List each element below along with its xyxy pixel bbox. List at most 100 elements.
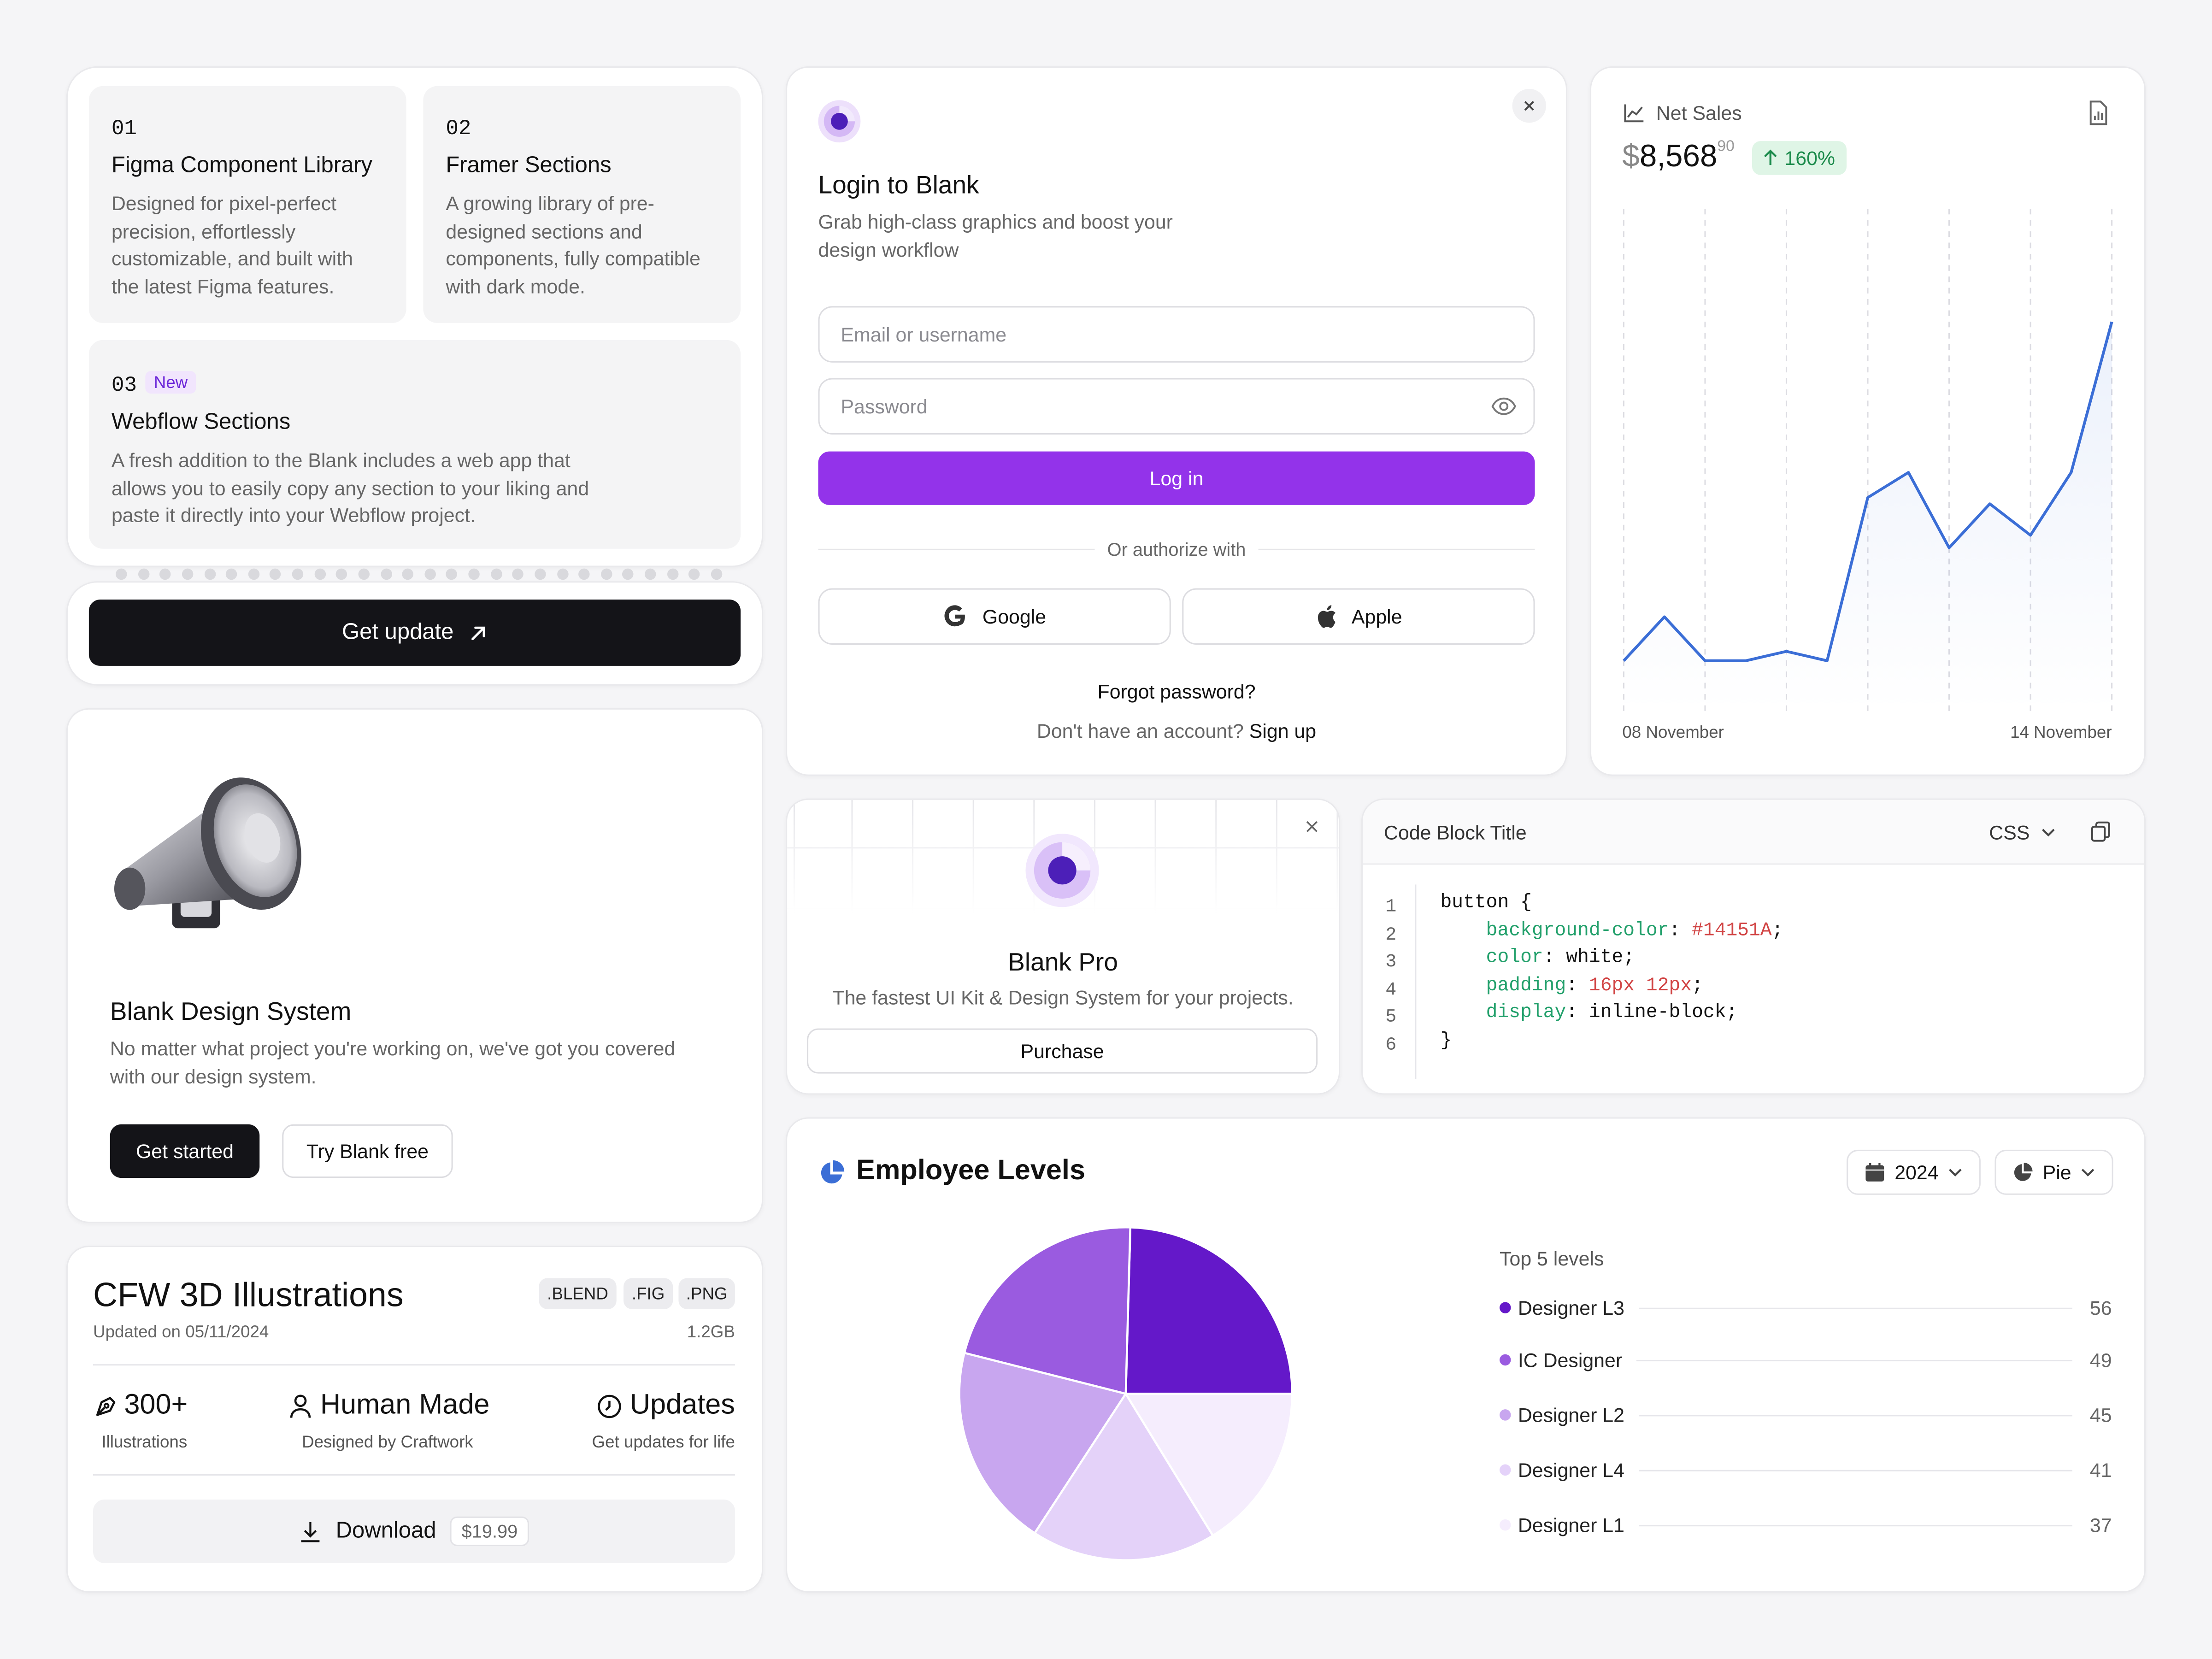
chevron-down-icon <box>1949 1169 1962 1177</box>
megaphone-icon <box>114 777 301 929</box>
design-system-title: Blank Design System <box>110 997 352 1026</box>
download-icon <box>301 1521 320 1541</box>
close-button[interactable] <box>1512 88 1547 123</box>
employee-pie-chart <box>958 1226 1294 1561</box>
legend-value: 41 <box>2089 1459 2112 1482</box>
year-select[interactable]: 2024 <box>1847 1149 1981 1195</box>
divider-line-left <box>818 548 1095 550</box>
illustrations-title: CFW 3D Illustrations <box>93 1277 404 1315</box>
login-button[interactable]: Log in <box>818 451 1535 505</box>
feature-card-03[interactable]: 03 New Webflow Sections A fresh addition … <box>88 340 741 549</box>
apple-button[interactable]: Apple <box>1182 588 1535 645</box>
pie-slice-designer-l4[interactable] <box>1033 1392 1215 1561</box>
line-number: 4 <box>1385 978 1397 1000</box>
password-placeholder: Password <box>841 395 928 418</box>
eye-icon[interactable] <box>1491 395 1517 418</box>
legend-dot <box>1500 1302 1511 1313</box>
email-field[interactable]: Email or username <box>818 306 1535 363</box>
download-label: Download <box>335 1518 436 1543</box>
language-select[interactable]: CSS <box>1989 821 2055 844</box>
stat-human-made: Human Made Designed by Craftwork <box>289 1389 515 1452</box>
get-started-button[interactable]: Get started <box>110 1124 260 1178</box>
download-button[interactable]: Download $19.99 <box>93 1500 735 1563</box>
legend-label: Designer L1 <box>1518 1513 1624 1536</box>
updated-date: Updated on 05/11/2024 <box>93 1322 269 1342</box>
legend-value: 37 <box>2089 1513 2112 1536</box>
legend-leader-line <box>1636 1359 2072 1362</box>
legend-leader-line <box>1639 1525 2072 1527</box>
tag-blend: .BLEND <box>539 1278 617 1309</box>
google-label: Google <box>982 605 1047 628</box>
feature-card-01[interactable]: 01 Figma Component Library Designed for … <box>88 86 406 324</box>
legend-leader-line <box>1639 1307 2072 1309</box>
sales-line <box>1623 321 2113 662</box>
blank-logo-icon <box>818 100 861 143</box>
line-number: 1 <box>1385 895 1397 917</box>
feature-number: 01 <box>111 117 137 141</box>
pro-desc: The fastest UI Kit & Design System for y… <box>832 986 1294 1009</box>
legend-value: 56 <box>2089 1296 2112 1319</box>
design-system-desc: No matter what project you're working on… <box>110 1036 676 1087</box>
currency-symbol: $ <box>1622 138 1640 174</box>
amount-value: 8,568 <box>1639 138 1718 174</box>
pie-slice-designer-l2[interactable] <box>958 1352 1128 1535</box>
legend-dot <box>1500 1519 1511 1531</box>
gutter-divider <box>1415 884 1417 1079</box>
report-icon[interactable] <box>2087 100 2111 125</box>
clock-icon <box>597 1394 621 1418</box>
close-icon[interactable] <box>1305 820 1319 834</box>
forgot-password-link[interactable]: Forgot password? <box>1097 680 1256 703</box>
copy-icon[interactable] <box>2091 821 2111 842</box>
password-field[interactable]: Password <box>818 378 1535 435</box>
stat-illustrations: 300+ Illustrations <box>93 1389 206 1452</box>
pro-title: Blank Pro <box>1008 948 1118 977</box>
user-icon <box>290 1394 311 1418</box>
code-line: button { <box>1440 893 1532 914</box>
signup-row: Don't have an account? Sign up <box>818 719 1535 742</box>
legend-dot <box>1500 1464 1511 1476</box>
pie-slice-ic-designer[interactable] <box>963 1226 1132 1395</box>
legend-label: Designer L2 <box>1518 1403 1624 1426</box>
feature-desc: A fresh addition to the Blank includes a… <box>111 448 589 527</box>
code-title: Code Block Title <box>1384 821 1527 844</box>
signup-link[interactable]: Sign up <box>1249 719 1317 742</box>
file-size: 1.2GB <box>687 1322 735 1342</box>
line-number: 5 <box>1385 1006 1397 1027</box>
legend-item: IC Designer 49 <box>1500 1346 2112 1374</box>
try-free-button[interactable]: Try Blank free <box>282 1124 453 1178</box>
feature-number: 02 <box>446 117 471 141</box>
chart-type-select[interactable]: Pie <box>1994 1149 2114 1195</box>
get-update-button[interactable]: Get update <box>88 600 741 666</box>
change-badge: 160% <box>1752 141 1847 175</box>
employee-title: Employee Levels <box>856 1155 1086 1187</box>
get-update-label: Get update <box>342 620 454 644</box>
apple-label: Apple <box>1351 605 1402 628</box>
no-account-text: Don't have an account? <box>1036 719 1244 742</box>
purchase-button[interactable]: Purchase <box>807 1028 1318 1074</box>
legend-item: Designer L1 37 <box>1500 1511 2112 1539</box>
arrow-up-right-icon <box>471 626 485 640</box>
feature-title: Webflow Sections <box>111 410 291 435</box>
pie-icon <box>2014 1163 2033 1181</box>
net-sales-amount: $8,56890 <box>1622 138 1735 175</box>
code-body: button { background-color: #14151A; colo… <box>1440 893 2117 1091</box>
legend-item: Designer L2 45 <box>1500 1401 2112 1429</box>
feature-number-row: 03 New <box>112 371 196 398</box>
google-button[interactable]: Google <box>818 588 1171 645</box>
line-number: 2 <box>1385 923 1397 945</box>
legend-dot <box>1500 1354 1511 1366</box>
code-header <box>1363 800 2145 865</box>
close-icon <box>1524 100 1534 111</box>
divider-label: Or authorize with <box>1107 539 1246 560</box>
apple-icon <box>1318 605 1336 628</box>
line-number: 6 <box>1385 1033 1397 1055</box>
net-sales-chart <box>1623 209 2113 711</box>
tag-fig: .FIG <box>624 1278 673 1309</box>
legend-value: 45 <box>2089 1403 2112 1426</box>
pie-slice-designer-l1[interactable] <box>1124 1393 1294 1537</box>
pie-slice-designer-l3[interactable] <box>1124 1226 1294 1395</box>
legend-leader-line <box>1639 1415 2072 1417</box>
net-sales-title: Net Sales <box>1656 101 1742 124</box>
feature-card-02[interactable]: 02 Framer Sections A growing library of … <box>423 86 741 324</box>
code-line: display: inline-block; <box>1486 1003 1738 1024</box>
